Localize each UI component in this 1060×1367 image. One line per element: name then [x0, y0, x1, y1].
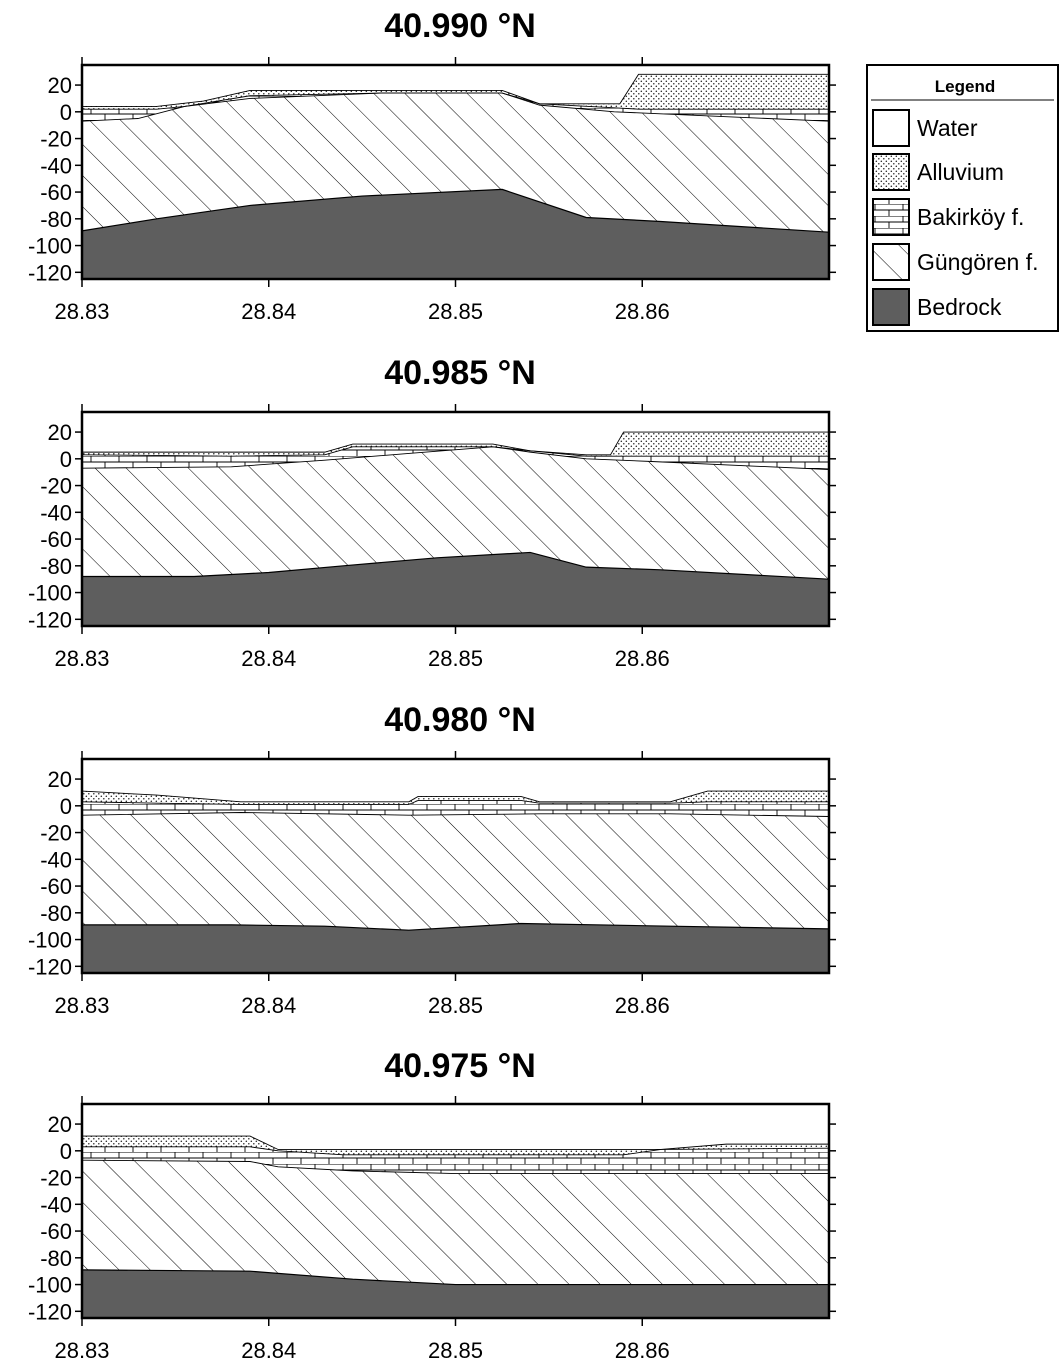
y-tick-label: -40: [40, 153, 72, 178]
alluvium-base-line: [81, 800, 829, 805]
x-tick-label: 28.85: [428, 299, 483, 324]
panel-plot-area: 200-20-40-60-80-100-120 28.83 28.84 28.85 28…: [28, 57, 836, 324]
legend: Legend Water Alluvium Bakirköy f. Güngör…: [866, 64, 1059, 332]
gungoren-swatch: [872, 243, 910, 281]
y-tick-label: 0: [60, 794, 72, 819]
surface-line: [82, 73, 829, 107]
x-tick-label: 28.85: [428, 1338, 483, 1363]
bedrock-top-line: [81, 188, 830, 233]
y-tick-label: 0: [60, 447, 72, 472]
y-tick-label: -80: [40, 554, 72, 579]
alluvium-swatch: [872, 153, 910, 191]
y-tick-label: -20: [40, 474, 72, 499]
alluvium-layer: [82, 791, 829, 805]
panel-plot-area: 200-20-40-60-80-100-120 28.83 28.84 28.85 28…: [28, 751, 836, 1018]
x-tick-label: 28.84: [241, 993, 296, 1018]
y-tick-label: -80: [40, 901, 72, 926]
bakirkoy-base-line: [81, 446, 830, 470]
y-tick-label: -20: [40, 127, 72, 152]
panel-2: 40.985 °N 200-20-40-60-80-100-120 28.83 28…: [28, 354, 836, 671]
legend-label-gungoren: Güngören f.: [917, 249, 1038, 275]
y-tick-label: -120: [28, 954, 72, 979]
x-tick-label: 28.84: [241, 646, 296, 671]
alluvium-layer: [82, 74, 829, 110]
y-tick-label: 20: [48, 767, 72, 792]
legend-title: Legend: [935, 77, 995, 96]
panel-plot-area: 200-20-40-60-80-100-120 28.83 28.84 28.85 28…: [28, 1096, 836, 1363]
x-tick-label: 28.83: [54, 646, 109, 671]
x-tick-label: 28.83: [54, 299, 109, 324]
y-tick-label: -20: [40, 821, 72, 846]
gungoren-layer: [82, 93, 829, 233]
legend-label-bedrock: Bedrock: [917, 294, 1002, 320]
y-tick-label: -40: [40, 1192, 72, 1217]
bedrock-layer: [82, 1269, 829, 1318]
surface-line: [81, 790, 829, 803]
x-tick-label: 28.85: [428, 993, 483, 1018]
bakirkoy-base-line: [81, 92, 830, 122]
alluvium-layer: [82, 1136, 829, 1155]
x-tick-label: 28.84: [241, 299, 296, 324]
x-tick-label: 28.86: [615, 993, 670, 1018]
y-tick-label: -60: [40, 1219, 72, 1244]
y-tick-label: -100: [28, 1273, 72, 1298]
y-tick-label: -40: [40, 847, 72, 872]
legend-label-bakirkoy: Bakirköy f.: [917, 204, 1024, 230]
y-tick-label: -100: [28, 928, 72, 953]
x-tick-label: 28.86: [615, 1338, 670, 1363]
gungoren-layer: [82, 1160, 829, 1285]
panel-title: 40.985 °N: [384, 354, 536, 392]
gungoren-layer: [82, 812, 829, 931]
panel-title: 40.980 °N: [384, 701, 536, 739]
bedrock-layer: [82, 923, 829, 973]
y-tick-label: -80: [40, 207, 72, 232]
y-tick-label: 0: [60, 100, 72, 125]
y-tick-label: -100: [28, 234, 72, 259]
bedrock-top-line: [81, 1269, 829, 1286]
y-tick-label: -100: [28, 581, 72, 606]
y-tick-label: -120: [28, 607, 72, 632]
surface-line: [82, 431, 829, 456]
y-tick-label: -60: [40, 180, 72, 205]
surface-line: [82, 1135, 829, 1150]
y-tick-label: -60: [40, 874, 72, 899]
bedrock-swatch: [872, 288, 910, 326]
alluvium-base-line: [82, 1146, 830, 1156]
y-tick-label: 20: [48, 420, 72, 445]
gungoren-layer: [82, 446, 829, 580]
bakirkoy-layer: [82, 1146, 829, 1174]
y-tick-label: -20: [40, 1166, 72, 1191]
x-tick-label: 28.85: [428, 646, 483, 671]
x-tick-label: 28.86: [615, 299, 670, 324]
panel-plot-area: 200-20-40-60-80-100-120 28.83 28.84 28.85 28…: [28, 404, 836, 671]
y-tick-label: -60: [40, 527, 72, 552]
water-swatch: [872, 109, 910, 147]
x-tick-label: 28.83: [54, 993, 109, 1018]
x-tick-label: 28.86: [615, 646, 670, 671]
bedrock-top-line: [82, 922, 830, 931]
bedrock-layer: [82, 189, 829, 279]
panel-3: 40.980 °N 200-20-40-60-80-100-120 28.83 28…: [28, 701, 836, 1018]
bedrock-layer: [82, 552, 829, 626]
bakirkoy-base-line: [81, 812, 830, 817]
panel-1: 40.990 °N 200-20-40-60-80-100-120 28.83 28…: [28, 7, 836, 324]
panel-title: 40.990 °N: [384, 7, 536, 45]
y-tick-label: 20: [48, 1112, 72, 1137]
y-tick-label: -80: [40, 1246, 72, 1271]
legend-label-alluvium: Alluvium: [917, 159, 1004, 185]
panel-title: 40.975 °N: [384, 1047, 536, 1085]
y-tick-label: 0: [60, 1139, 72, 1164]
y-tick-label: 20: [48, 73, 72, 98]
x-tick-label: 28.84: [241, 1338, 296, 1363]
y-tick-label: -120: [28, 1299, 72, 1324]
bakirkoy-swatch: [872, 198, 910, 236]
panel-4: 40.975 °N 200-20-40-60-80-100-120 28.83 28…: [28, 1047, 836, 1363]
y-tick-label: -40: [40, 500, 72, 525]
bedrock-top-line: [82, 551, 830, 580]
x-tick-label: 28.83: [54, 1338, 109, 1363]
legend-label-water: Water: [917, 115, 978, 141]
y-tick-label: -120: [28, 260, 72, 285]
bakirkoy-base-line: [81, 1159, 829, 1174]
